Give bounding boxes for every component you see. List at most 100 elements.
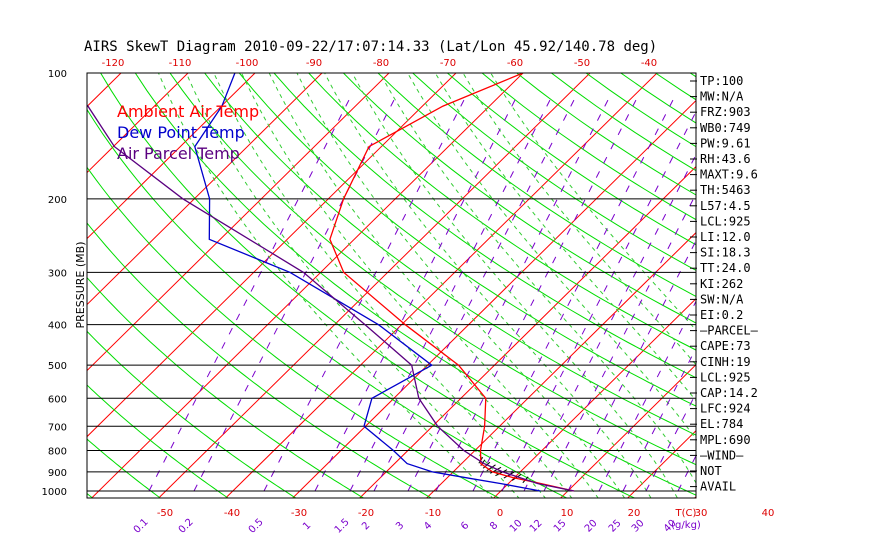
mixing-ratio-label: 25 (607, 518, 624, 535)
top-temp-tick-label: -110 (169, 58, 192, 69)
mixing-ratio-label: 1.5 (333, 517, 352, 536)
parcel-stat: EL:784 (700, 417, 743, 431)
isotherm-line (87, 73, 323, 306)
dry-adiabat-line (238, 73, 696, 407)
top-temp-tick-label: -80 (373, 58, 389, 69)
dry-adiabat-line (87, 222, 433, 498)
moist-adiabat-line (213, 73, 546, 498)
top-temp-tick-label: -90 (306, 58, 322, 69)
mixing-ratio-label: 2 (360, 520, 372, 532)
parcel-stat: PW:9.61 (700, 136, 751, 150)
parcel-stat: —PARCEL— (700, 324, 759, 338)
mixing-ratio-label: 0.5 (247, 517, 266, 536)
bottom-temp-tick-label: -10 (425, 508, 441, 519)
parcel-stat: L57:4.5 (700, 199, 751, 213)
dry-adiabat-line (481, 73, 696, 221)
isotherm-line (158, 73, 591, 498)
legend-item: Air Parcel Temp (117, 144, 240, 163)
moist-adiabat-line (158, 73, 494, 498)
pressure-tick-label: 900 (48, 468, 67, 479)
moist-adiabat-line (462, 73, 696, 366)
plot-frame (86, 72, 697, 499)
parcel-stat: TP:100 (700, 74, 743, 88)
mixing-ratio-label: 15 (552, 518, 569, 535)
top-temp-tick-label: -100 (236, 58, 259, 69)
parcel-stat: TH:5463 (700, 183, 751, 197)
parcel-stat: LI:12.0 (700, 230, 751, 244)
y-axis-label: PRESSURE (MB) (74, 242, 87, 329)
mixing-ratio-label: 8 (488, 520, 500, 532)
top-temp-tick-label: -70 (440, 58, 456, 69)
dry-adiabat-line (169, 73, 696, 466)
bottom-temp-tick-label: -20 (358, 508, 374, 519)
mixing-ratio-line (314, 99, 516, 492)
pressure-tick-label: 300 (48, 268, 67, 279)
isotherm-line (493, 297, 696, 498)
parcel-stat: CAPE:73 (700, 339, 751, 353)
moist-adiabat-line (379, 73, 696, 485)
parcel-stat: LCL:925 (700, 214, 751, 228)
mixing-ratio-label: 30 (630, 518, 647, 535)
parcel-stat: SW:N/A (700, 292, 744, 306)
dry-adiabat-line (87, 330, 297, 498)
isotherm-line (87, 73, 256, 240)
pressure-tick-label: 700 (48, 422, 67, 433)
parcel-stat: SI:18.3 (700, 246, 751, 260)
moist-adiabat-line (407, 73, 696, 440)
dry-adiabat-line (87, 108, 568, 498)
parcel-stat: KI:262 (700, 277, 743, 291)
dry-adiabat-line (87, 276, 365, 498)
isotherm-line (87, 73, 457, 438)
cape-hatch-line (503, 471, 515, 479)
parcel-stat: NOT (700, 464, 722, 478)
parcel-stat: LFC:924 (700, 402, 751, 416)
parcel-stat: TT:24.0 (700, 261, 751, 275)
mixing-ratio-label: 6 (459, 520, 471, 532)
dry-adiabat-line (655, 73, 696, 101)
parcel-stat: MPL:690 (700, 433, 751, 447)
parcel-stat: MW:N/A (700, 90, 744, 104)
dry-adiabat-line (343, 73, 696, 324)
parcel-stat: FRZ:903 (700, 105, 751, 119)
mixing-ratio-label: 1 (301, 520, 313, 532)
top-temp-tick-label: -120 (102, 58, 125, 69)
dry-adiabat-line (377, 73, 696, 298)
mixing-ratio-label: 20 (583, 518, 600, 535)
top-temp-tick-label: -60 (507, 58, 523, 69)
mixing-ratio-label: 3 (394, 520, 406, 532)
dry-adiabat-line (134, 73, 696, 496)
parcel-stat: LCL:925 (700, 370, 751, 384)
top-temp-tick-label: -50 (574, 58, 590, 69)
moist-adiabat-line (296, 73, 626, 498)
parcel-stat: CINH:19 (700, 355, 751, 369)
legend: Ambient Air Temp Dew Point Temp Air Parcel… (117, 102, 259, 163)
isotherm-line (87, 73, 122, 108)
parcel-stat: MAXT:9.6 (700, 168, 758, 182)
legend-item: Ambient Air Temp (117, 102, 259, 121)
profile-lines (87, 73, 575, 492)
mixing-ratio-label: 0.2 (177, 517, 196, 536)
isotherm-line (560, 363, 696, 498)
mixing-ratio-label: 10 (508, 518, 525, 535)
bottom-temp-tick-label: -30 (291, 508, 307, 519)
temp-unit-label: T(C) (675, 508, 697, 519)
legend-item: Dew Point Temp (117, 123, 245, 142)
dry-adiabat-line (204, 73, 696, 436)
cape-hatch-line (486, 464, 496, 472)
parcel-stat: WB0:749 (700, 121, 751, 135)
cape-hatch-area (478, 456, 529, 484)
pressure-tick-label: 800 (48, 446, 67, 457)
top-temp-tick-label: -40 (641, 58, 657, 69)
isotherm-line (91, 73, 524, 498)
mixing-ratio-label: 12 (528, 518, 545, 535)
moist-adiabat-line (351, 73, 678, 498)
pressure-tick-label: 200 (48, 195, 67, 206)
chart-title: AIRS SkewT Diagram 2010-09-22/17:07:14.3… (84, 39, 657, 55)
mixing-ratio-line (598, 300, 696, 492)
mixing-ratio-label: 0.1 (132, 517, 151, 536)
parcel-stat: AVAIL (700, 480, 736, 494)
grid-lines (87, 73, 696, 498)
